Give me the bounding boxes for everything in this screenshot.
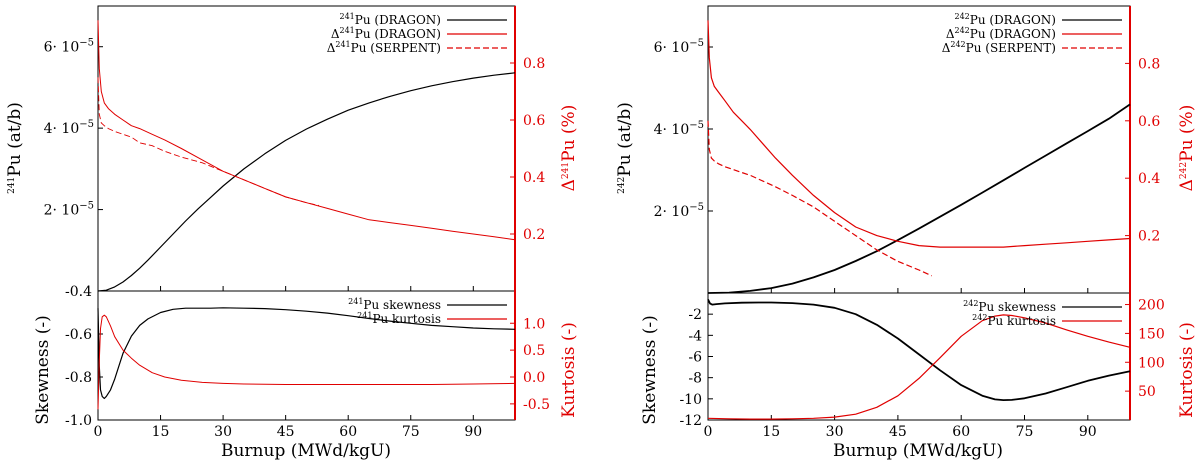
pu242-top-legend-label: Δ242Pu (SERPENT) <box>942 40 1056 55</box>
pu241-x-tick-label: 30 <box>214 424 232 440</box>
pu241-top-ylabel-main: 241Pu (at/b) <box>5 102 25 194</box>
pu242-bottom-left-tick-label: -10 <box>679 392 702 408</box>
pu242-top-ylabel-main: 242Pu (at/b) <box>615 102 635 194</box>
pu241-frame <box>97 5 516 421</box>
pu242-x-tick-label: 90 <box>1079 424 1097 440</box>
pu242-x-tick-label: 15 <box>762 424 780 440</box>
pu241-x-tick-label: 15 <box>152 424 170 440</box>
pu242-top-series-0 <box>707 103 1131 294</box>
pu241-bottom-left-tick-label: -1.0 <box>65 413 92 429</box>
pu242-bottom-right-tick-label: 200 <box>1138 298 1165 314</box>
pu242-x-tick-label: 60 <box>952 424 970 440</box>
pu241-x-tick-label: 75 <box>402 424 420 440</box>
pu242-bottom-legend-label: 242Pu kurtosis <box>972 313 1056 328</box>
pu242-x-tick-label: 45 <box>889 424 907 440</box>
pu242-x-tick-label: 75 <box>1016 424 1034 440</box>
pu241-top-ylabel-right: Δ241Pu (%) <box>559 105 579 192</box>
pu241-bottom-right-tick-label: 0.5 <box>523 343 545 359</box>
pu241-bottom-series-0 <box>97 307 516 400</box>
pu241-bottom-left-tick-label: -0.4 <box>65 284 92 300</box>
pu241-top-series-2 <box>97 77 320 206</box>
pu242-bottom-series-1 <box>707 314 1131 420</box>
pu242-top-right-tick-label: 0.6 <box>1138 114 1160 130</box>
pu242-bottom-left-tick-label: -8 <box>688 371 702 387</box>
pu242-bottom-right-tick-label: 100 <box>1138 355 1165 371</box>
pu241-top-right-tick-label: 0.6 <box>523 113 545 129</box>
pu241-xlabel: Burnup (MWd/kgU) <box>221 441 391 461</box>
pu242-frame <box>707 5 1131 421</box>
pu241-top-series-0 <box>97 72 516 292</box>
pu242-bottom-right-tick-label: 50 <box>1138 384 1156 400</box>
pu242-bottom-ylabel-main: Skewness (-) <box>640 315 660 424</box>
pu241-top-legend-label: Δ241Pu (SERPENT) <box>327 40 441 55</box>
pu242-bottom-ylabel-right: Kurtosis (-) <box>1177 322 1197 418</box>
pu242-top-left-tick-label: 6· 10−5 <box>654 38 704 56</box>
pu241-bottom-right-tick-label: 0.0 <box>523 370 545 386</box>
pu241-bottom-ylabel-main: Skewness (-) <box>33 315 53 424</box>
pu241-top-legend-label: Δ241Pu (DRAGON) <box>331 26 441 41</box>
pu241-x-tick-label: 45 <box>277 424 295 440</box>
pu241-top-legend-label: 241Pu (DRAGON) <box>339 12 441 27</box>
pu242-top-series-2 <box>707 120 932 277</box>
pu242-x-tick-label: 0 <box>704 424 713 440</box>
pu241-x-tick-label: 90 <box>464 424 482 440</box>
pu241-bottom-legend-label: 241Pu kurtosis <box>357 311 441 326</box>
pu242-top-left-tick-label: 2· 10−5 <box>654 202 704 220</box>
pu241-bottom-legend-label: 241Pu skewness <box>348 297 441 312</box>
pu242-top-right-tick-label: 0.4 <box>1138 171 1160 187</box>
pu241-top-right-tick-label: 0.4 <box>523 170 545 186</box>
pu242-bottom-left-tick-label: -6 <box>688 350 702 366</box>
pu242-bottom-legend-label: 242Pu skewness <box>963 299 1056 314</box>
pu241-bottom-left-tick-label: -0.8 <box>65 370 92 386</box>
pu242-bottom-left-tick-label: -12 <box>679 413 702 429</box>
pu241-top-left-tick-label: 2· 10−5 <box>44 201 94 219</box>
pu242-top-legend-label: 242Pu (DRAGON) <box>954 12 1056 27</box>
pu241-top-left-tick-label: 4· 10−5 <box>44 119 94 137</box>
pu241-top-left-tick-label: 6· 10−5 <box>44 38 94 56</box>
pu242-bottom-left-tick-label: -4 <box>688 328 702 344</box>
pu242-top-legend-label: Δ242Pu (DRAGON) <box>946 26 1056 41</box>
pu241-bottom-right-tick-label: -0.5 <box>523 397 550 413</box>
pu241-bottom-ylabel-right: Kurtosis (-) <box>559 322 579 418</box>
pu241-bottom-left-tick-label: -0.6 <box>65 327 92 343</box>
pu241-bottom-right-tick-label: 1.0 <box>523 316 545 332</box>
pu242-top-series-1 <box>707 20 1131 248</box>
pu241-top-series-1 <box>97 20 516 241</box>
pu241-top-right-tick-label: 0.2 <box>523 227 545 243</box>
pu242-top-right-tick-label: 0.8 <box>1138 56 1160 72</box>
pu242-xlabel: Burnup (MWd/kgU) <box>833 441 1003 461</box>
chart-pu242: 242Pu (at/b) Δ242Pu (%) Skewness (-) Kur… <box>615 5 1197 461</box>
pu242-bottom-series-0 <box>707 298 1131 402</box>
pu241-x-tick-label: 0 <box>94 424 103 440</box>
pu242-bottom-left-tick-label: -2 <box>688 307 702 323</box>
pu241-bottom-series-1 <box>97 314 516 410</box>
pu241-x-tick-label: 60 <box>339 424 357 440</box>
pu242-bottom-right-tick-label: 150 <box>1138 326 1165 342</box>
chart-pu241: 241Pu (at/b) Δ241Pu (%) Skewness (-) Kur… <box>5 5 579 461</box>
pu242-top-left-tick-label: 4· 10−5 <box>654 120 704 138</box>
pu242-top-right-tick-label: 0.2 <box>1138 229 1160 245</box>
pu242-x-tick-label: 30 <box>826 424 844 440</box>
pu241-top-right-tick-label: 0.8 <box>523 56 545 72</box>
pu242-top-ylabel-right: Δ242Pu (%) <box>1177 105 1197 192</box>
